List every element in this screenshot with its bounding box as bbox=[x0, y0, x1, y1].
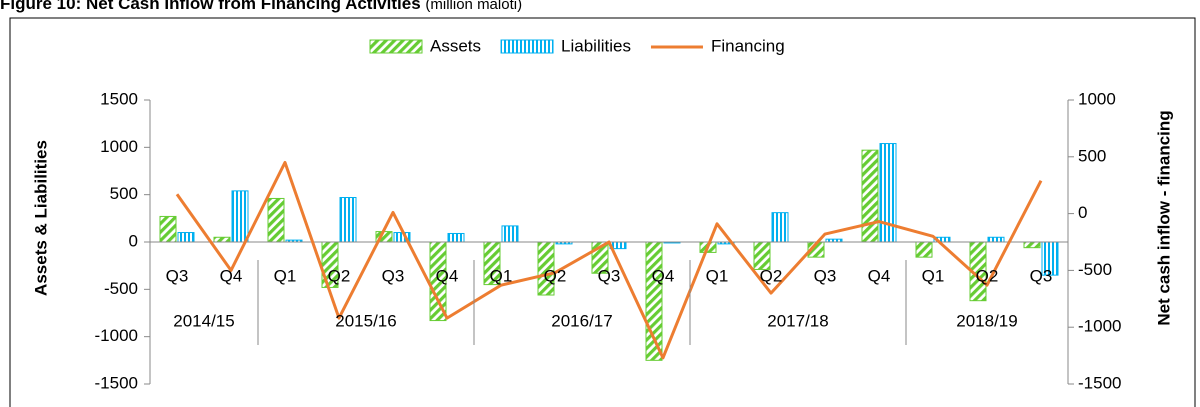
line bbox=[175, 160, 1043, 360]
x-tick-label: Q2 bbox=[760, 266, 783, 285]
x-tick-label: Q1 bbox=[922, 266, 945, 285]
bar bbox=[501, 225, 519, 243]
x-tick-label: Q3 bbox=[1030, 266, 1053, 285]
y2-tick-label: -500 bbox=[1078, 260, 1112, 279]
x-tick-label: Q2 bbox=[544, 266, 567, 285]
bar bbox=[159, 215, 177, 243]
group-label: 2015/16 bbox=[335, 311, 396, 330]
frame bbox=[9, 17, 1196, 407]
x-tick-label: Q1 bbox=[490, 266, 513, 285]
y-axis-label: Assets & Liabilities bbox=[31, 140, 50, 296]
legend-label: Assets bbox=[430, 36, 481, 55]
y2-tick-label: -1500 bbox=[1078, 373, 1121, 392]
y-tick-label: -1000 bbox=[95, 326, 138, 345]
x-tick-label: Q2 bbox=[328, 266, 351, 285]
bar bbox=[231, 190, 249, 243]
y2-tick-label: 1000 bbox=[1078, 89, 1116, 108]
bar bbox=[1023, 241, 1041, 249]
y-tick-label: -1500 bbox=[95, 373, 138, 392]
bar bbox=[213, 236, 231, 243]
bar bbox=[645, 241, 663, 361]
x-tick-label: Q2 bbox=[976, 266, 999, 285]
x-tick-label: Q4 bbox=[436, 266, 459, 285]
bar bbox=[771, 212, 789, 243]
y-tick-label: 1500 bbox=[100, 89, 138, 108]
x-tick-label: Q3 bbox=[382, 266, 405, 285]
bar bbox=[447, 232, 465, 243]
legend-swatch bbox=[500, 39, 554, 54]
x-tick-label: Q4 bbox=[868, 266, 891, 285]
bar bbox=[987, 236, 1005, 243]
y2-axis-label: Net cash inflow - financing bbox=[1154, 110, 1173, 325]
x-tick-label: Q3 bbox=[814, 266, 837, 285]
y2-tick-label: 0 bbox=[1078, 203, 1087, 222]
bar bbox=[753, 241, 771, 270]
legend-label: Liabilities bbox=[561, 36, 631, 55]
x-tick-label: Q1 bbox=[274, 266, 297, 285]
bar bbox=[879, 143, 897, 243]
subtitle: (million maloti) bbox=[425, 0, 522, 13]
x-tick-label: Q1 bbox=[706, 266, 729, 285]
x-tick-label: Q4 bbox=[220, 266, 243, 285]
chart-title: Figure 10: Net Cash Inflow from Financin… bbox=[0, 0, 522, 13]
bar bbox=[177, 232, 195, 243]
bar bbox=[339, 197, 357, 243]
x-tick-label: Q3 bbox=[166, 266, 189, 285]
x-tick-label: Q4 bbox=[652, 266, 675, 285]
legend-swatch bbox=[369, 39, 423, 54]
y2-tick-label: -1000 bbox=[1078, 317, 1121, 336]
bar bbox=[915, 241, 933, 258]
legend-label: Financing bbox=[711, 36, 785, 55]
title: Figure 10: Net Cash Inflow from Financin… bbox=[0, 0, 421, 13]
y-tick-label: -500 bbox=[104, 279, 138, 298]
bar bbox=[861, 149, 879, 243]
group-label: 2017/18 bbox=[767, 311, 828, 330]
bar bbox=[267, 197, 285, 243]
y2-tick-label: 500 bbox=[1078, 146, 1106, 165]
y-tick-label: 1000 bbox=[100, 137, 138, 156]
group-label: 2018/19 bbox=[956, 311, 1017, 330]
group-label: 2016/17 bbox=[551, 311, 612, 330]
x-tick-label: Q3 bbox=[598, 266, 621, 285]
group-label: 2014/15 bbox=[173, 311, 234, 330]
y-tick-label: 500 bbox=[110, 184, 138, 203]
y-tick-label: 0 bbox=[129, 231, 138, 250]
